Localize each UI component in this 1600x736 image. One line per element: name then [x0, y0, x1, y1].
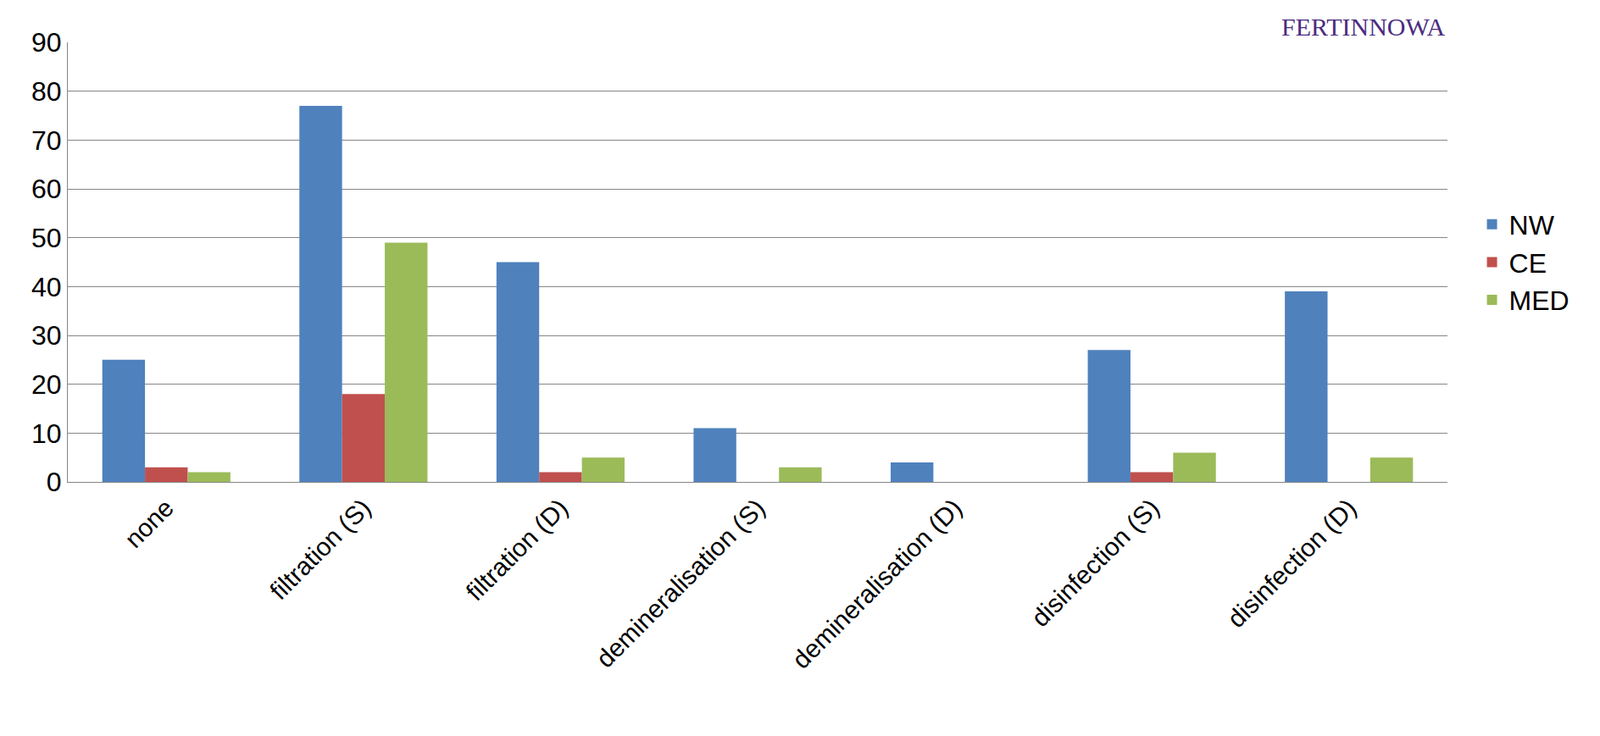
svg-text:10: 10	[31, 418, 62, 450]
svg-text:MED: MED	[1509, 285, 1570, 317]
svg-text:disinfection (S): disinfection (S)	[1025, 494, 1165, 634]
svg-text:30: 30	[31, 320, 62, 351]
svg-text:none: none	[119, 494, 180, 555]
svg-text:70: 70	[31, 125, 62, 156]
svg-text:20: 20	[31, 369, 62, 400]
svg-text:filtration (D): filtration (D)	[460, 494, 573, 607]
svg-text:80: 80	[31, 76, 62, 107]
svg-text:60: 60	[31, 173, 62, 205]
svg-text:NW: NW	[1509, 210, 1556, 241]
svg-text:filtration (S): filtration (S)	[264, 494, 377, 606]
svg-text:50: 50	[31, 222, 62, 254]
svg-text:demineralisation (D): demineralisation (D)	[786, 494, 967, 675]
svg-text:90: 90	[31, 27, 62, 58]
svg-text:disinfection (D): disinfection (D)	[1222, 494, 1362, 634]
svg-text:0: 0	[46, 466, 62, 498]
svg-text:CE: CE	[1509, 248, 1547, 279]
svg-text:FERTINNOWA: FERTINNOWA	[1281, 12, 1446, 41]
svg-text:40: 40	[31, 272, 62, 303]
svg-text:demineralisation (S): demineralisation (S)	[590, 494, 771, 674]
